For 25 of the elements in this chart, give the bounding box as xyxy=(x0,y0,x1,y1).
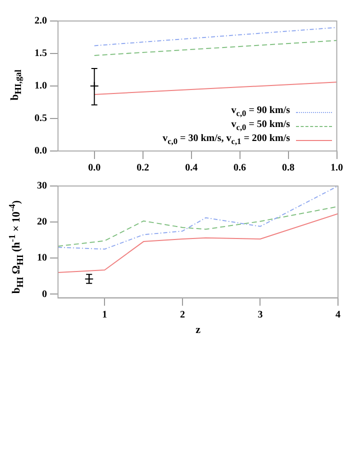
x-tick-label: 3 xyxy=(258,309,263,320)
line-series xyxy=(58,206,338,247)
x-tick-label: 0.8 xyxy=(282,162,295,174)
x-tick-label: 0.2 xyxy=(136,162,150,174)
y-tick-label: 0 xyxy=(42,288,47,300)
y-tick-label: 1.0 xyxy=(34,80,47,92)
x-tick-label: 0.4 xyxy=(185,162,198,174)
x-tick-label: 0.6 xyxy=(234,162,246,174)
x-tick-label: 1 xyxy=(102,309,108,320)
x-tick-label: 1.0 xyxy=(330,162,343,174)
y-tick-label: 10 xyxy=(37,252,47,264)
line-series xyxy=(58,186,338,250)
y-tick-label: 0.0 xyxy=(34,146,47,157)
y-tick-label: 0.5 xyxy=(34,113,47,124)
legend-label: v$_{c,0}$ = 50 km/s xyxy=(231,119,290,133)
y-tick-label: 30 xyxy=(37,180,47,192)
x-tick-label: 4 xyxy=(336,309,340,320)
y-tick-label: 20 xyxy=(37,216,47,228)
y-tick-label: 2.0 xyxy=(34,16,47,27)
x-tick-label: 2 xyxy=(180,309,185,320)
legend-label: v$_{c,0}$ = 90 km/s xyxy=(231,105,290,119)
y-tick-label: 1.5 xyxy=(34,48,47,60)
x-axis-title: z xyxy=(196,324,201,336)
x-tick-label: 0.0 xyxy=(88,162,101,174)
legend-label: v$_{c,0}$ = 30 km/s, v$_{c,1}$ = 200 km/s xyxy=(162,133,290,147)
